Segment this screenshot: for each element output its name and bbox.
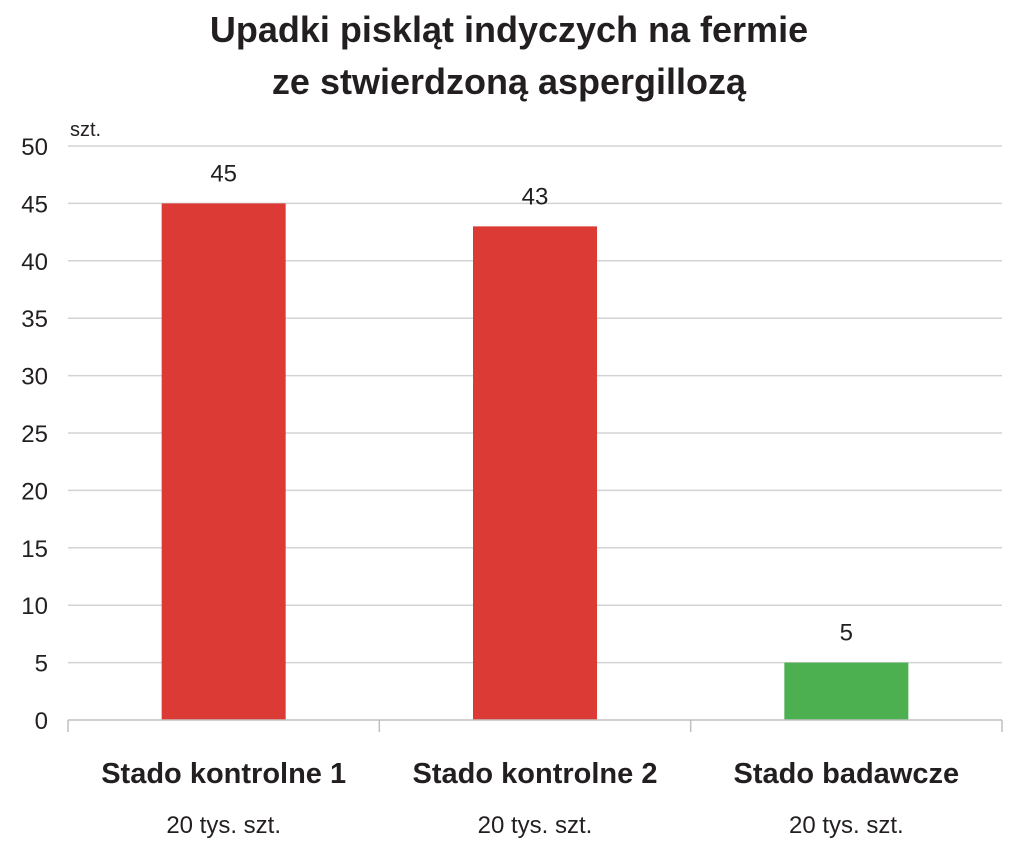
y-tick-label: 30	[21, 364, 48, 391]
y-tick-label: 10	[21, 593, 48, 620]
chart-title: Upadki piskląt indyczych na fermie ze st…	[0, 4, 1018, 108]
chart-title-line-1: Upadki piskląt indyczych na fermie	[209, 9, 809, 50]
x-category-label: Stado kontrolne 2	[413, 758, 658, 790]
y-tick-label: 50	[21, 134, 48, 161]
y-tick-label: 45	[21, 191, 48, 218]
y-axis-ticks: 0 5 10 15 20 25 30 35 40 45 50	[21, 134, 48, 735]
x-category-label: Stado badawcze	[734, 758, 960, 790]
y-tick-label: 20	[21, 478, 48, 505]
y-tick-label: 15	[21, 536, 48, 563]
data-label: 45	[210, 160, 237, 187]
x-category-sublabel: 20 tys. szt.	[166, 812, 281, 839]
chart-title-line-2: ze stwierdzoną aspergillozą	[271, 61, 747, 102]
bars	[161, 203, 909, 721]
x-axis-categories: Stado kontrolne 1 20 tys. szt. Stado kontr…	[101, 758, 959, 839]
data-label: 5	[840, 620, 853, 647]
y-axis-unit-label: szt.	[70, 119, 101, 141]
x-category-label: Stado kontrolne 1	[101, 758, 346, 790]
data-labels: 45 43 5	[210, 160, 853, 646]
x-category-sublabel: 20 tys. szt.	[789, 812, 904, 839]
y-tick-label: 40	[21, 249, 48, 276]
data-label: 43	[522, 183, 549, 210]
x-axis	[67, 719, 1003, 732]
bar	[784, 662, 909, 720]
bar	[161, 203, 286, 720]
y-tick-label: 25	[21, 421, 48, 448]
y-tick-label: 0	[35, 708, 48, 735]
y-tick-label: 35	[21, 306, 48, 333]
x-category-sublabel: 20 tys. szt.	[478, 812, 593, 839]
y-tick-label: 5	[35, 651, 48, 678]
bar	[473, 226, 597, 721]
